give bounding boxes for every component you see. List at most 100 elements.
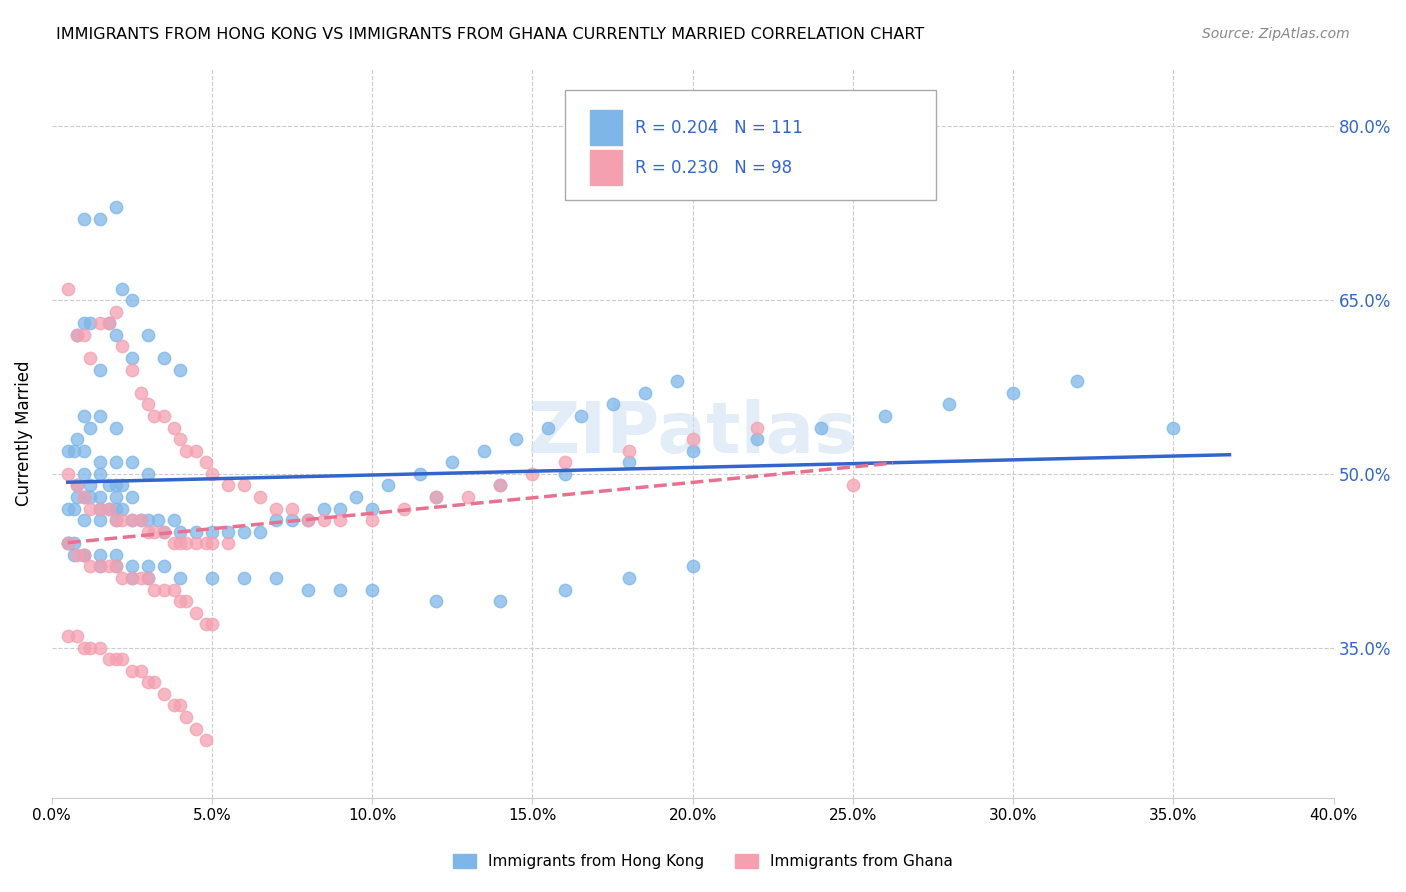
Point [329,501,352,516]
Point [682,443,704,458]
Point [537,420,560,434]
Point [394,501,416,516]
Point [281,513,304,527]
Point [104,201,127,215]
Point [201,536,224,550]
Point [73,316,96,330]
Point [409,467,432,481]
Point [73,548,96,562]
Point [377,478,399,492]
Point [66,327,89,342]
Point [522,467,544,481]
Point [79,316,101,330]
Point [169,698,191,713]
Point [297,513,319,527]
Point [873,409,896,423]
Point [569,409,592,423]
Point [131,385,153,400]
Point [98,478,121,492]
Point [264,513,287,527]
Point [194,536,217,550]
Point [66,478,89,492]
Point [153,582,176,597]
Point [89,316,111,330]
Point [745,432,768,446]
Point [146,513,169,527]
Point [79,490,101,504]
Point [111,281,134,295]
Point [153,524,176,539]
Point [489,478,512,492]
Point [104,559,127,574]
Point [297,582,319,597]
Point [249,490,271,504]
Point [425,490,447,504]
Point [201,571,224,585]
Point [489,594,512,608]
Point [184,524,207,539]
Point [104,420,127,434]
Point [66,432,89,446]
Point [56,501,79,516]
Point [111,478,134,492]
Point [153,409,176,423]
Point [489,478,512,492]
Point [66,490,89,504]
Point [98,316,121,330]
Point [104,455,127,469]
Point [111,513,134,527]
Point [131,513,153,527]
Point [63,443,86,458]
Point [249,524,271,539]
Point [66,629,89,643]
Point [169,571,191,585]
Point [281,501,304,516]
Y-axis label: Currently Married: Currently Married [15,360,32,506]
Point [153,559,176,574]
Point [73,513,96,527]
Point [73,467,96,481]
Point [56,629,79,643]
Point [617,455,640,469]
Point [66,478,89,492]
Point [344,490,367,504]
Point [79,559,101,574]
Point [361,582,384,597]
Point [98,316,121,330]
Point [111,339,134,353]
Point [217,524,239,539]
Point [131,571,153,585]
Point [121,351,143,365]
Point [361,513,384,527]
Point [56,281,79,295]
Point [56,443,79,458]
Point [169,362,191,376]
Point [162,420,184,434]
Point [602,397,624,411]
Point [553,467,575,481]
Point [136,571,159,585]
Point [89,513,111,527]
Point [136,327,159,342]
Point [553,455,575,469]
Point [169,432,191,446]
Point [184,722,207,736]
Point [153,524,176,539]
Point [98,559,121,574]
Point [143,524,166,539]
Point [73,640,96,655]
Point [104,501,127,516]
Point [162,582,184,597]
Point [297,513,319,527]
Point [56,536,79,550]
Point [176,536,198,550]
Point [73,548,96,562]
Point [314,501,336,516]
Text: R = 0.230   N = 98: R = 0.230 N = 98 [636,159,792,177]
Point [233,571,256,585]
Point [665,374,688,388]
Point [184,536,207,550]
Point [162,536,184,550]
Point [89,212,111,227]
Point [121,571,143,585]
